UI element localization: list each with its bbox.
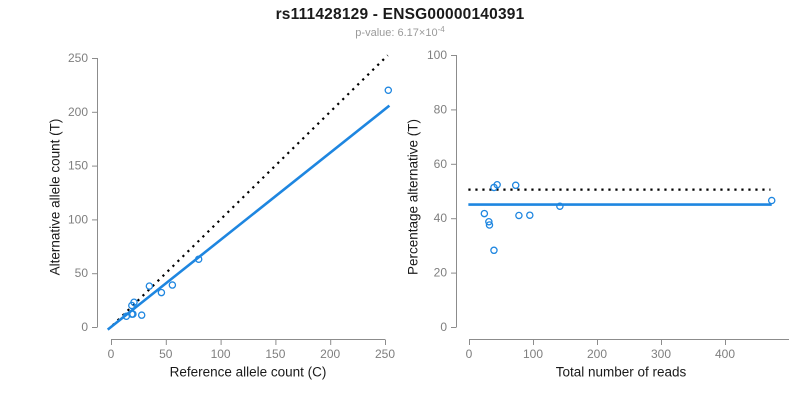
x-tick-label: 300 <box>651 347 671 361</box>
data-point <box>515 211 523 220</box>
data-point <box>168 281 177 289</box>
right-x-axis-label: Total number of reads <box>555 364 687 380</box>
data-point <box>145 282 154 290</box>
y-tick-label: 150 <box>68 159 88 173</box>
data-point <box>511 181 520 190</box>
data-point <box>485 221 494 229</box>
data-point <box>493 180 501 189</box>
data-point <box>129 310 137 318</box>
pvalue-exponent: -4 <box>437 25 445 34</box>
x-tick-label: 200 <box>320 347 340 361</box>
y-tick-label: 250 <box>68 51 88 65</box>
data-point <box>485 217 493 226</box>
data-point <box>490 246 498 255</box>
y-tick-label: 40 <box>434 211 448 225</box>
identity-line <box>111 54 389 327</box>
y-tick-label: 0 <box>81 320 88 334</box>
regression-line <box>106 104 391 331</box>
y-tick-label: 100 <box>427 48 447 62</box>
x-tick-label: 250 <box>375 347 395 361</box>
y-tick-label: 20 <box>434 266 448 280</box>
x-tick-label: 100 <box>523 347 543 361</box>
y-tick-label: 200 <box>68 105 88 119</box>
data-point <box>767 196 776 205</box>
data-point <box>480 209 489 218</box>
y-tick-label: 50 <box>75 266 89 280</box>
y-tick-label: 60 <box>434 157 448 171</box>
x-tick-label: 150 <box>265 347 285 361</box>
x-tick-label: 50 <box>159 347 173 361</box>
left-scatter-plot-canvas: 0 50 100 150 200 250 0 50 100 150 200 250 <box>68 51 395 361</box>
y-tick-label: 100 <box>68 212 88 226</box>
left-y-axis-label: Alternative allele count (T) <box>47 118 63 276</box>
x-tick-label: 200 <box>587 347 607 361</box>
data-point <box>194 255 203 263</box>
figure-subtitle: p-value: 6.17×10-4 <box>0 25 800 39</box>
y-tick-label: 0 <box>440 320 447 334</box>
y-tick-label: 80 <box>434 102 448 116</box>
data-point <box>556 202 564 210</box>
x-tick-label: 0 <box>108 347 115 361</box>
figure-title: rs111428129 - ENSG00000140391 <box>275 6 525 23</box>
data-point <box>384 86 393 95</box>
x-tick-label: 0 <box>466 347 473 361</box>
data-point <box>137 311 146 319</box>
pvalue-text: p-value: 6.17×10 <box>355 27 438 39</box>
data-point <box>157 288 166 297</box>
left-x-axis-label: Reference allele count (C) <box>169 364 327 380</box>
data-point <box>526 211 534 219</box>
x-tick-label: 400 <box>715 347 735 361</box>
data-point <box>130 298 138 307</box>
right-scatter-plot-canvas: 0 20 40 60 80 100 0 100 200 300 400 <box>427 48 789 361</box>
right-y-axis-label: Percentage alternative (T) <box>405 118 421 276</box>
x-tick-label: 100 <box>211 347 231 361</box>
